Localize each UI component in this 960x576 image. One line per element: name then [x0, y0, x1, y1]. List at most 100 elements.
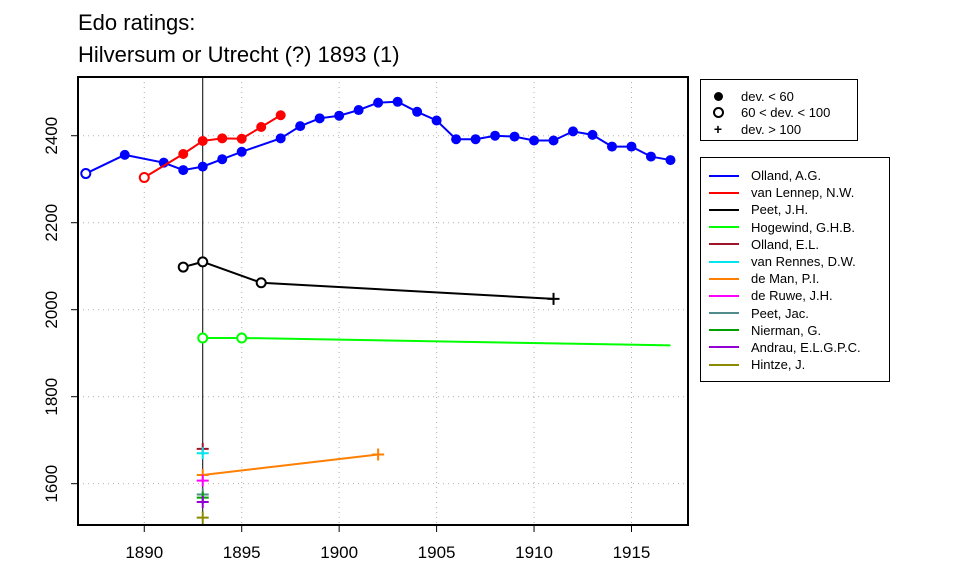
- data-point-filled: [197, 135, 208, 146]
- data-point-filled: [490, 130, 501, 141]
- legend-label: van Lennep, N.W.: [751, 185, 855, 201]
- data-point-filled: [256, 122, 267, 133]
- data-point-filled: [275, 133, 286, 144]
- y-tick-label: 2200: [42, 204, 61, 242]
- legend-item: van Rennes, D.W.: [709, 253, 889, 270]
- data-point-filled: [178, 165, 189, 176]
- legend-item: Olland, E.L.: [709, 236, 889, 253]
- y-tick-label: 2400: [42, 117, 61, 155]
- data-point-filled: [236, 133, 247, 144]
- data-point-filled: [509, 131, 520, 142]
- data-point-filled: [606, 141, 617, 152]
- data-point-filled: [470, 134, 481, 145]
- x-tick-label: 1915: [613, 543, 651, 562]
- legend-dev-high-label: dev. > 100: [741, 121, 802, 137]
- data-point-open: [236, 332, 248, 344]
- data-point-open: [138, 171, 150, 183]
- data-point-filled: [334, 110, 345, 121]
- data-point-plus: [196, 474, 209, 487]
- x-tick-label: 1895: [223, 543, 261, 562]
- legend-item: de Man, P.I.: [709, 270, 889, 287]
- data-point-filled: [275, 110, 286, 121]
- legend-item: Hintze, J.: [709, 356, 889, 373]
- y-tick-label: 1600: [42, 465, 61, 503]
- legend-label: Nierman, G.: [751, 322, 822, 338]
- legend-item: Olland, A.G.: [709, 167, 889, 184]
- data-point-open: [255, 277, 267, 289]
- legend-swatch: [709, 312, 739, 315]
- legend-swatch: [709, 277, 739, 280]
- data-point-filled: [373, 97, 384, 108]
- filled-circle-icon: [709, 89, 727, 103]
- data-point-filled: [568, 126, 579, 137]
- data-point-open: [197, 256, 209, 268]
- legend-swatch: [709, 329, 739, 332]
- data-point-open: [177, 261, 189, 273]
- y-tick-label: 1800: [42, 378, 61, 416]
- legend-label: van Rennes, D.W.: [751, 254, 856, 270]
- data-point-filled: [217, 133, 228, 144]
- data-point-filled: [431, 115, 442, 126]
- legend-swatch: [709, 260, 739, 263]
- x-tick-label: 1910: [515, 543, 553, 562]
- legend-label: Hogewind, G.H.B.: [751, 219, 856, 235]
- data-point-filled: [645, 151, 656, 162]
- legend-swatch: [709, 208, 739, 211]
- series-line: [202, 336, 671, 347]
- plot-border: [77, 76, 689, 526]
- data-point-filled: [626, 141, 637, 152]
- legend-dev-mid: 60 < dev. < 100: [709, 105, 857, 122]
- data-point-filled: [119, 149, 130, 160]
- legend-swatch: [709, 226, 739, 229]
- data-point-plus: [372, 448, 385, 461]
- legend-swatch: [709, 346, 739, 349]
- legend-label: Peet, Jac.: [751, 305, 809, 321]
- series-line: [182, 260, 554, 300]
- legend-dev-low: dev. < 60: [709, 88, 857, 105]
- legend-label: Hintze, J.: [751, 357, 806, 373]
- legend-label: Andrau, E.L.G.P.C.: [751, 339, 861, 355]
- chart-title-line-2: Hilversum or Utrecht (?) 1893 (1): [78, 42, 400, 67]
- legend-dev-high: + dev. > 100: [709, 121, 857, 138]
- legend-swatch: [709, 174, 739, 177]
- chart-title-line-1: Edo ratings:: [78, 10, 196, 35]
- data-point-filled: [412, 106, 423, 117]
- data-point-plus: [196, 511, 209, 524]
- legend-dev-mid-label: 60 < dev. < 100: [741, 105, 831, 121]
- series-line: [202, 453, 379, 476]
- legend-swatch: [709, 294, 739, 297]
- open-circle-icon: [709, 106, 727, 120]
- data-point-filled: [236, 146, 247, 157]
- data-point-filled: [353, 105, 364, 116]
- legend-dev-low-label: dev. < 60: [741, 88, 794, 104]
- legend-label: de Ruwe, J.H.: [751, 288, 833, 304]
- data-point-filled: [392, 96, 403, 107]
- players-legend: Olland, A.G. van Lennep, N.W. Peet, J.H. Ho…: [700, 157, 890, 382]
- legend-item: Nierman, G.: [709, 322, 889, 339]
- x-tick-label: 1900: [320, 543, 358, 562]
- legend-item: de Ruwe, J.H.: [709, 287, 889, 304]
- data-point-filled: [548, 135, 559, 146]
- data-point-filled: [295, 121, 306, 132]
- legend-label: Olland, E.L.: [751, 236, 819, 252]
- legend-swatch: [709, 363, 739, 366]
- deviation-legend: dev. < 60 60 < dev. < 100 + dev. > 100: [700, 79, 858, 141]
- data-point-filled: [178, 148, 189, 159]
- data-point-plus: [196, 447, 209, 460]
- legend-item: Hogewind, G.H.B.: [709, 219, 889, 236]
- data-point-filled: [587, 129, 598, 140]
- data-point-filled: [451, 134, 462, 145]
- legend-label: de Man, P.I.: [751, 271, 820, 287]
- data-point-plus: [547, 292, 560, 305]
- legend-item: Peet, J.H.: [709, 201, 889, 218]
- data-point-filled: [197, 161, 208, 172]
- legend-label: Olland, A.G.: [751, 168, 822, 184]
- plus-icon: +: [713, 121, 723, 138]
- x-tick-label: 1890: [125, 543, 163, 562]
- y-tick-label: 2000: [42, 291, 61, 329]
- data-point-open: [80, 168, 92, 180]
- legend-swatch: [709, 191, 739, 194]
- legend-item: Andrau, E.L.G.P.C.: [709, 339, 889, 356]
- series-line: [85, 100, 671, 175]
